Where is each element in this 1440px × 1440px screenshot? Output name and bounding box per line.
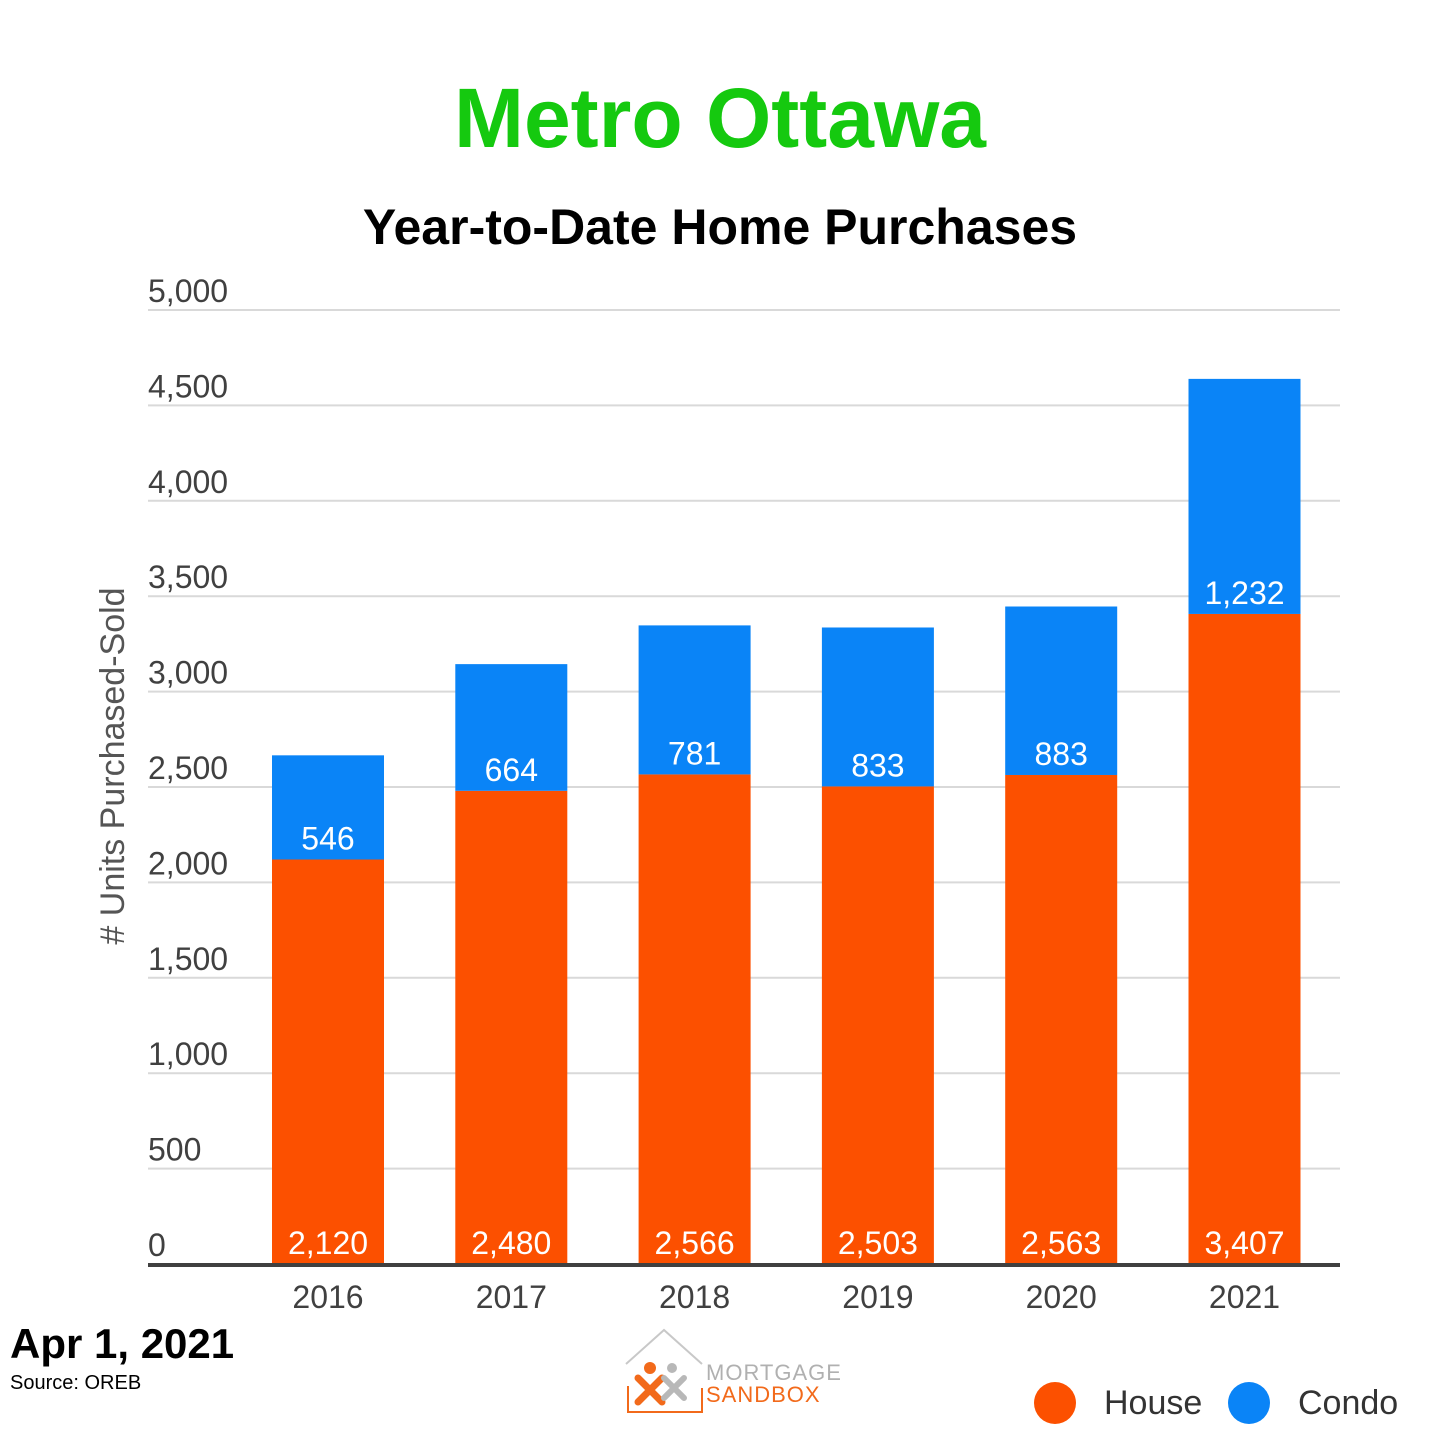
- y-tick-label: 4,500: [148, 368, 228, 404]
- x-tick-label: 2021: [1209, 1279, 1280, 1315]
- bar-condo-2016: [272, 755, 384, 860]
- x-axis-ticks: 2016 2017 2018 2019 2020 2021: [292, 1279, 1280, 1315]
- logo-text-sandbox: SANDBOX: [706, 1382, 821, 1407]
- legend-condo: Condo: [1228, 1378, 1398, 1428]
- y-tick-label: 0: [148, 1227, 166, 1263]
- report-date: Apr 1, 2021: [10, 1320, 235, 1367]
- bar-house-2021: [1188, 613, 1301, 1264]
- mortgage-sandbox-logo: MORTGAGE SANDBOX: [620, 1326, 841, 1418]
- legend-condo-marker: [1228, 1382, 1270, 1424]
- data-labels: 2,120 546 2,480 664 2,566 781 2,503 833 2,563 883…: [288, 575, 1285, 1261]
- y-tick-label: 2,000: [148, 845, 228, 881]
- bar-house-2020: [1005, 774, 1118, 1264]
- legend-house-marker: [1034, 1382, 1076, 1424]
- bar-condo-2019: [821, 627, 934, 787]
- y-tick-label: 1,500: [148, 941, 228, 977]
- chart-title: Metro Ottawa: [453, 71, 987, 165]
- logo-text-mortgage: MORTGAGE: [706, 1360, 842, 1385]
- data-label-house-2018: 2,566: [655, 1225, 735, 1261]
- source-note: Source: OREB: [10, 1372, 142, 1394]
- data-label-house-2020: 2,563: [1021, 1225, 1101, 1261]
- y-tick-label: 3,000: [148, 655, 228, 691]
- legend-condo-label: Condo: [1298, 1383, 1399, 1422]
- bar-house-2019: [821, 786, 934, 1264]
- x-tick-label: 2017: [476, 1279, 547, 1315]
- x-tick-label: 2016: [292, 1279, 363, 1315]
- y-tick-label: 3,500: [148, 559, 228, 595]
- data-label-condo-2019: 833: [851, 747, 904, 783]
- bar-condo-2017: [455, 664, 568, 791]
- y-axis-title: # Units Purchased-Sold: [94, 587, 132, 944]
- bar-condo-2020: [1005, 606, 1118, 775]
- legend-house-label: House: [1104, 1383, 1203, 1422]
- legend-house: House: [1034, 1378, 1202, 1428]
- y-tick-label: 4,000: [148, 464, 228, 500]
- data-label-house-2016: 2,120: [288, 1225, 368, 1261]
- y-axis-ticks: 0 500 1,000 1,500 2,000 2,500 3,000 3,500 4,000 4…: [148, 273, 228, 1263]
- y-tick-label: 500: [148, 1132, 201, 1168]
- data-label-condo-2016: 546: [301, 821, 354, 857]
- data-label-house-2019: 2,503: [838, 1225, 918, 1261]
- bar-condo-2018: [638, 625, 751, 775]
- bar-condo-2021: [1188, 378, 1301, 614]
- bars: [272, 378, 1301, 1264]
- y-tick-label: 1,000: [148, 1036, 228, 1072]
- x-tick-label: 2019: [842, 1279, 913, 1315]
- bar-house-2018: [638, 774, 751, 1264]
- y-tick-label: 5,000: [148, 273, 228, 309]
- x-tick-label: 2018: [659, 1279, 730, 1315]
- data-label-condo-2018: 781: [668, 735, 721, 771]
- data-label-condo-2020: 883: [1035, 736, 1088, 772]
- data-label-condo-2017: 664: [485, 752, 538, 788]
- data-label-house-2021: 3,407: [1204, 1225, 1284, 1261]
- bar-house-2016: [272, 859, 384, 1264]
- data-label-house-2017: 2,480: [471, 1225, 551, 1261]
- data-label-condo-2021: 1,232: [1204, 575, 1284, 611]
- y-tick-label: 2,500: [148, 750, 228, 786]
- x-tick-label: 2020: [1026, 1279, 1097, 1315]
- bar-house-2017: [455, 790, 568, 1264]
- chart-subtitle: Year-to-Date Home Purchases: [362, 199, 1078, 255]
- house-logo-icon: [625, 1328, 703, 1413]
